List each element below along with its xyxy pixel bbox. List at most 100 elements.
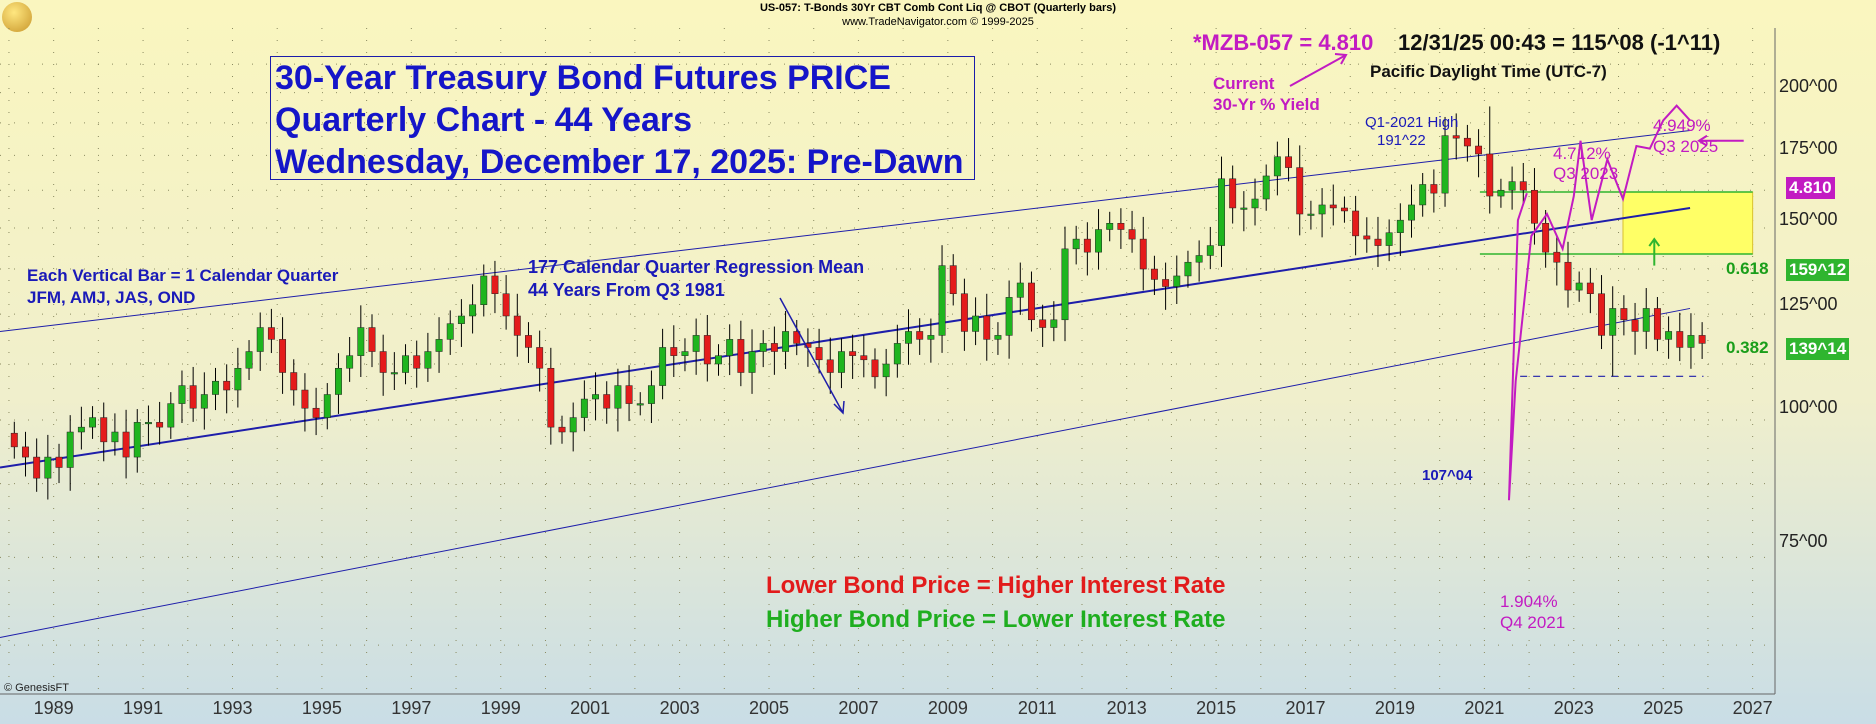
candle-body xyxy=(1016,282,1024,298)
regression-label2: 44 Years From Q3 1981 xyxy=(528,280,725,300)
q1-2021-high-label2: 191^22 xyxy=(1377,132,1426,149)
candle-body xyxy=(927,335,935,340)
candle-body xyxy=(200,394,208,409)
candle-body xyxy=(1139,238,1147,270)
quote-timezone: Pacific Daylight Time (UTC-7) xyxy=(1370,62,1607,81)
candle-body xyxy=(480,275,488,305)
x-tick-label: 1999 xyxy=(480,698,521,718)
candle-body xyxy=(1642,308,1650,332)
regression-arrow xyxy=(779,297,844,414)
candle-body xyxy=(1653,308,1661,340)
candle-body xyxy=(659,347,667,386)
x-tick-label: 2007 xyxy=(838,698,879,718)
yield-marker-arrow-head xyxy=(1697,134,1708,147)
candle-body xyxy=(189,385,197,409)
x-tick-label: 2003 xyxy=(659,698,700,718)
candle-body xyxy=(77,426,85,433)
candle-body xyxy=(949,265,957,294)
each-bar-label1: Each Vertical Bar = 1 Calendar Quarter xyxy=(27,266,339,285)
candle-body xyxy=(983,315,991,340)
candle-body xyxy=(1497,189,1505,197)
candle-body xyxy=(122,431,130,458)
candle-body xyxy=(379,351,387,373)
candle-body xyxy=(1508,181,1516,191)
candle-body xyxy=(1575,282,1583,291)
candle-body xyxy=(1609,308,1617,336)
y-tick-label: 175^00 xyxy=(1779,137,1838,158)
candle-body xyxy=(1050,319,1058,328)
candle-body xyxy=(1687,335,1695,348)
candle-body xyxy=(491,275,499,294)
channel-lower xyxy=(0,307,1691,638)
candle-body xyxy=(301,389,309,409)
candle-body xyxy=(849,351,857,356)
candle-body xyxy=(312,407,320,418)
candle-body xyxy=(513,315,521,336)
quote-datetime-price: 12/31/25 00:43 = 115^08 (-1^11) xyxy=(1398,30,1721,55)
candle-body xyxy=(1307,213,1315,216)
candle-body xyxy=(1598,293,1605,336)
candle-body xyxy=(625,385,633,404)
candle-body xyxy=(1195,255,1203,263)
higher-price-note: Higher Bond Price = Lower Interest Rate xyxy=(766,606,1226,633)
candle-body xyxy=(860,355,868,361)
candle-body xyxy=(703,335,711,365)
candle-body xyxy=(1162,279,1170,287)
candle-body xyxy=(815,347,823,361)
candle-body xyxy=(1005,297,1013,336)
candle-body xyxy=(346,355,354,369)
x-tick-label: 2023 xyxy=(1553,698,1594,718)
candle-body xyxy=(905,331,912,344)
candle-body xyxy=(89,417,97,428)
fib-zone xyxy=(1622,191,1754,255)
candle-body xyxy=(525,335,532,348)
candle-body xyxy=(1173,275,1181,287)
y-tick-label: 75^00 xyxy=(1779,530,1828,551)
chart-header-line2: www.TradeNavigator.com © 1999-2025 xyxy=(842,16,1034,28)
q1-2021-high-label1: Q1-2021 High xyxy=(1365,114,1459,131)
candle-body xyxy=(1542,223,1550,253)
candle-body xyxy=(715,355,722,365)
candle-body xyxy=(647,385,655,404)
candle-body xyxy=(1396,219,1404,233)
candle-body xyxy=(178,385,186,404)
candle-body xyxy=(793,331,801,344)
quote-symbol-value: *MZB-057 = 4.810 xyxy=(1193,30,1374,55)
candle-body xyxy=(614,385,622,409)
candle-body xyxy=(1564,261,1572,291)
regression-label1: 177 Calendar Quarter Regression Mean xyxy=(528,257,865,277)
candle-body xyxy=(1385,232,1393,246)
candle-body xyxy=(267,327,275,340)
candle-body xyxy=(1318,204,1326,215)
candle-body xyxy=(424,351,432,369)
candle-body xyxy=(413,355,421,369)
candle-body xyxy=(1352,210,1360,237)
x-tick-label: 1993 xyxy=(212,698,253,718)
candle-body xyxy=(1698,335,1706,344)
fib-618-price-marker: 159^12 xyxy=(1786,259,1850,281)
candle-body xyxy=(446,323,454,340)
candle-body xyxy=(1218,178,1225,246)
candle-body xyxy=(55,456,63,468)
candle-body xyxy=(837,351,845,373)
candle-body xyxy=(871,359,879,378)
current-yield-arrow xyxy=(1289,54,1347,87)
candle-body xyxy=(1553,251,1561,263)
candle-body xyxy=(916,331,924,340)
candle-body xyxy=(1285,156,1293,168)
candle-body xyxy=(972,315,980,332)
yield-2023-label2: Q3 2023 xyxy=(1553,164,1619,183)
x-tick-label: 2001 xyxy=(570,698,611,718)
title-line1: 30-Year Treasury Bond Futures PRICE xyxy=(275,59,891,97)
candle-body xyxy=(1150,268,1158,280)
y-tick-label: 150^00 xyxy=(1779,209,1838,230)
yield-2023-label1: 4.712% xyxy=(1553,144,1611,163)
candle-body xyxy=(44,456,52,479)
candle-body xyxy=(1061,248,1069,321)
x-tick-label: 2019 xyxy=(1374,698,1415,718)
x-tick-label: 1989 xyxy=(33,698,74,718)
candle-body xyxy=(748,351,756,373)
candle-body xyxy=(256,327,264,352)
candle-body xyxy=(737,339,745,373)
